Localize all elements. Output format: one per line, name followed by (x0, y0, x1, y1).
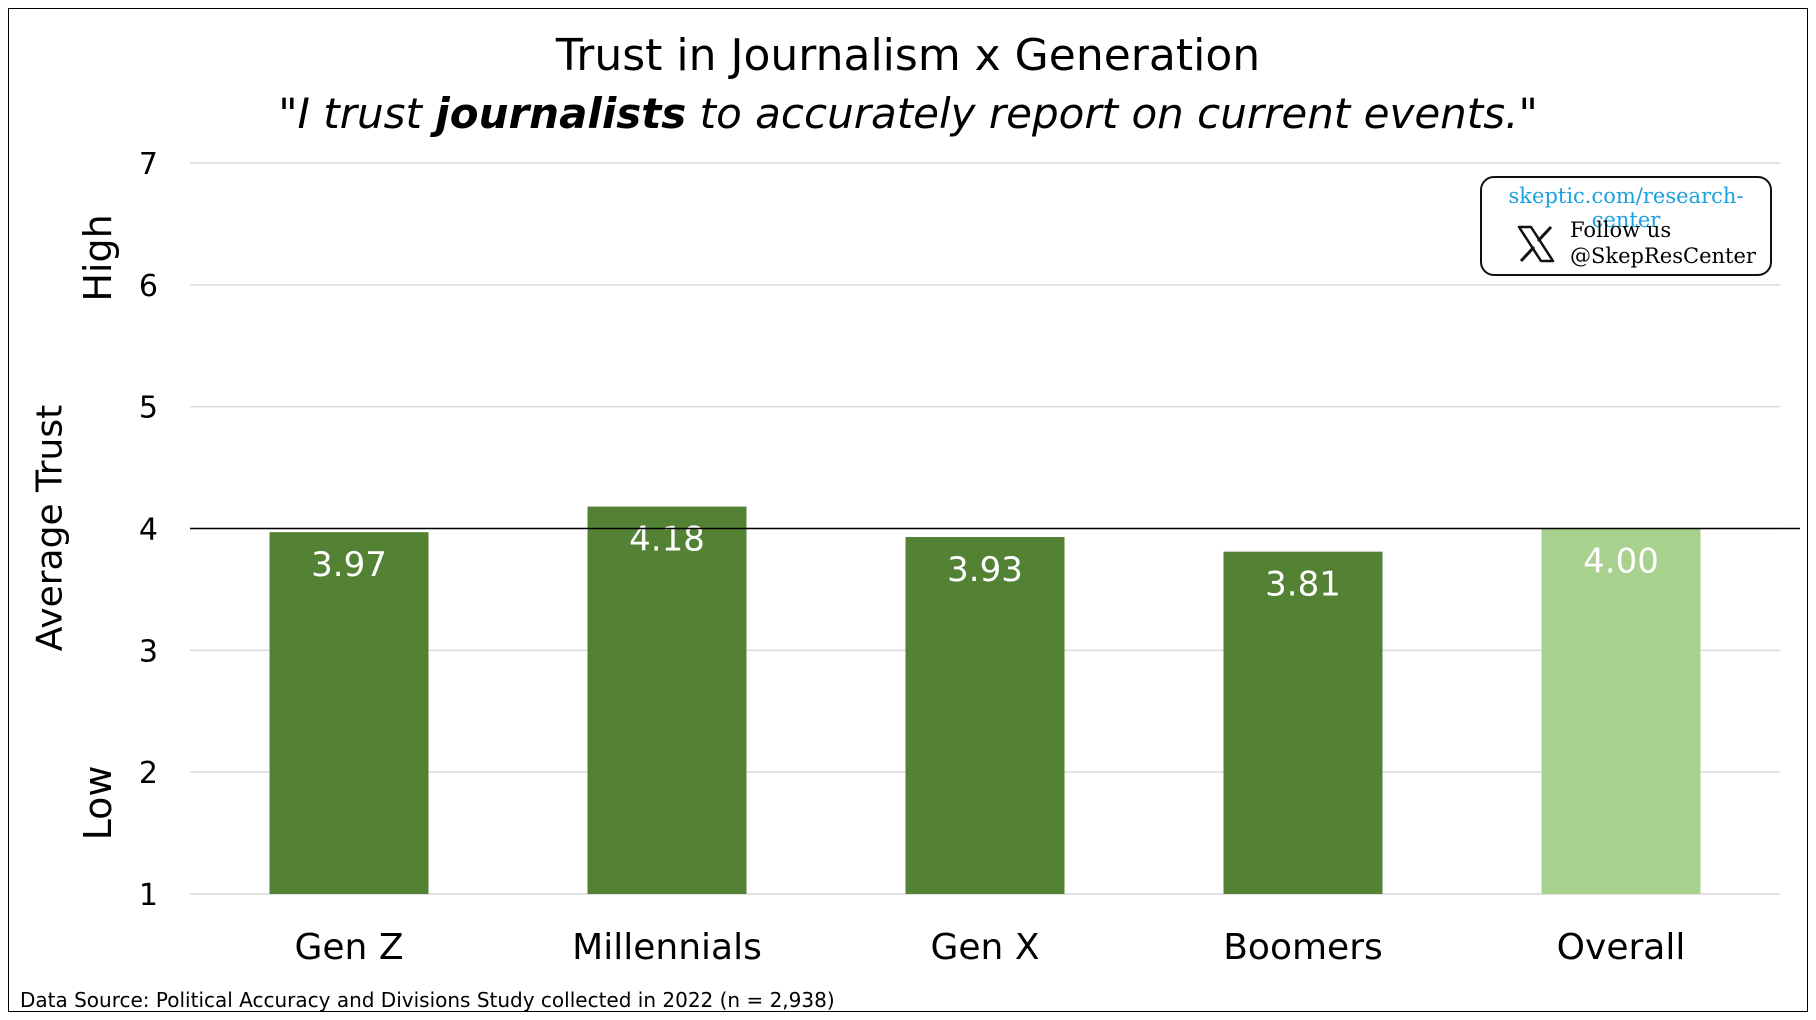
follow-text: Follow us (1570, 218, 1672, 242)
x-logo-icon (1517, 225, 1555, 263)
social-handle[interactable]: @SkepResCenter (1570, 244, 1756, 268)
bar-value-label: 3.93 (947, 550, 1023, 590)
x-tick-label: Overall (1557, 927, 1686, 968)
bar-value-label: 4.00 (1583, 542, 1659, 582)
chart-subtitle: "I trust journalists to accurately repor… (0, 88, 1816, 140)
y-tick-label: 5 (139, 391, 158, 426)
bar (269, 532, 429, 894)
y-tick-label: 4 (139, 513, 158, 548)
bar (905, 537, 1065, 894)
y-tick-label: 3 (139, 634, 158, 669)
y-tick-label: 1 (139, 878, 158, 913)
subtitle-emphasis: journalists (435, 89, 687, 138)
chart-title: Trust in Journalism x Generation (555, 30, 1261, 81)
x-tick-label: Boomers (1223, 927, 1383, 968)
website-link[interactable]: skeptic.com/research-center (1508, 184, 1744, 232)
bar (1223, 551, 1383, 894)
x-tick-label: Millennials (572, 927, 762, 968)
y-tick-label: 6 (139, 269, 158, 304)
bar-value-label: 3.81 (1265, 565, 1341, 605)
subtitle-part-3: to accurately report on current events." (686, 89, 1538, 138)
x-tick-label: Gen Z (295, 927, 404, 968)
y-tick-label: 2 (139, 756, 158, 791)
bar-value-label: 3.97 (311, 545, 387, 585)
chart-frame (8, 8, 1808, 1012)
x-tick-label: Gen X (931, 927, 1040, 968)
data-source-note: Data Source: Political Accuracy and Divi… (20, 988, 835, 1012)
bar (587, 506, 747, 894)
bar-value-label: 4.18 (629, 520, 705, 560)
social-badge: skeptic.com/research-center Follow us @S… (1480, 176, 1772, 276)
bar (1541, 528, 1701, 894)
y-tick-label: 7 (139, 147, 158, 182)
subtitle-part-1: "I trust (278, 89, 436, 138)
